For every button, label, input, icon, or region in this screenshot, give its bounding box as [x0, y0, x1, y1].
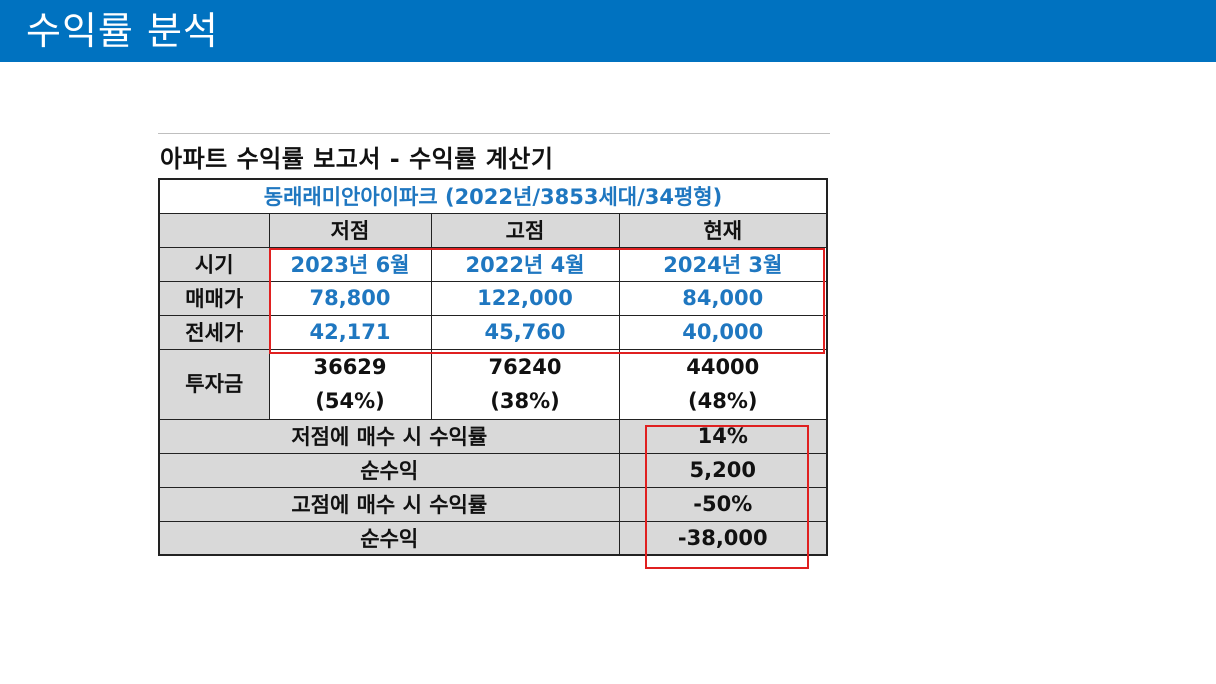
sale-price-low: 78,800 — [268, 280, 432, 316]
jeonse-price-low: 42,171 — [268, 314, 432, 350]
investment-high-amount: 76240 — [488, 355, 562, 379]
investment-current: 44000 (48%) — [618, 348, 829, 420]
apartment-subtitle: 동래래미안아이파크 (2022년/3853세대/34평형) — [157, 178, 829, 214]
result-label-low-profit: 순수익 — [158, 452, 620, 488]
profit-calculator-table: 동래래미안아이파크 (2022년/3853세대/34평형) 저점 고점 현재 시… — [157, 178, 829, 556]
sale-price-row: 매매가 78,800 122,000 84,000 — [158, 280, 829, 316]
jeonse-price-current: 40,000 — [618, 314, 829, 350]
jeonse-price-row: 전세가 42,171 45,760 40,000 — [158, 314, 829, 350]
result-row: 순수익 5,200 — [158, 452, 829, 488]
investment-current-amount: 44000 — [686, 355, 760, 379]
investment-high: 76240 (38%) — [430, 348, 620, 420]
result-value-high-return: -50% — [618, 486, 829, 522]
subtitle-row: 동래래미안아이파크 (2022년/3853세대/34평형) — [157, 178, 829, 214]
result-row: 저점에 매수 시 수익률 14% — [158, 418, 829, 454]
period-high: 2022년 4월 — [430, 246, 620, 282]
investment-low-amount: 36629 — [313, 355, 387, 379]
column-header-current: 현재 — [618, 212, 829, 248]
result-value-high-profit: -38,000 — [618, 520, 829, 556]
result-label-high-return: 고점에 매수 시 수익률 — [158, 486, 620, 522]
grid-line — [158, 133, 830, 134]
investment-low-ratio: (54%) — [315, 389, 385, 413]
column-header-row: 저점 고점 현재 — [158, 212, 829, 248]
result-row: 순수익 -38,000 — [158, 520, 829, 556]
result-row: 고점에 매수 시 수익률 -50% — [158, 486, 829, 522]
result-value-low-return: 14% — [618, 418, 829, 454]
column-header-high: 고점 — [430, 212, 620, 248]
corner-cell — [158, 212, 270, 248]
slide-title: 수익률 분석 — [26, 9, 219, 53]
report-title: 아파트 수익률 보고서 - 수익률 계산기 — [160, 145, 554, 173]
investment-row: 투자금 36629 (54%) 76240 (38%) 44000 (48%) — [158, 348, 829, 420]
period-row: 시기 2023년 6월 2022년 4월 2024년 3월 — [158, 246, 829, 282]
investment-high-ratio: (38%) — [490, 389, 560, 413]
spreadsheet-image: 아파트 수익률 보고서 - 수익률 계산기 동래래미안아이파크 (2022년/3… — [157, 131, 834, 569]
sale-price-current: 84,000 — [618, 280, 829, 316]
slide-header: 수익률 분석 — [0, 0, 1216, 62]
investment-current-ratio: (48%) — [688, 389, 758, 413]
column-header-low: 저점 — [268, 212, 432, 248]
result-value-low-profit: 5,200 — [618, 452, 829, 488]
jeonse-price-high: 45,760 — [430, 314, 620, 350]
result-label-high-profit: 순수익 — [158, 520, 620, 556]
sale-price-high: 122,000 — [430, 280, 620, 316]
investment-low: 36629 (54%) — [268, 348, 432, 420]
row-label-investment: 투자금 — [158, 348, 270, 420]
row-label-jeonse-price: 전세가 — [158, 314, 270, 350]
period-low: 2023년 6월 — [268, 246, 432, 282]
period-current: 2024년 3월 — [618, 246, 829, 282]
row-label-period: 시기 — [158, 246, 270, 282]
result-label-low-return: 저점에 매수 시 수익률 — [158, 418, 620, 454]
row-label-sale-price: 매매가 — [158, 280, 270, 316]
